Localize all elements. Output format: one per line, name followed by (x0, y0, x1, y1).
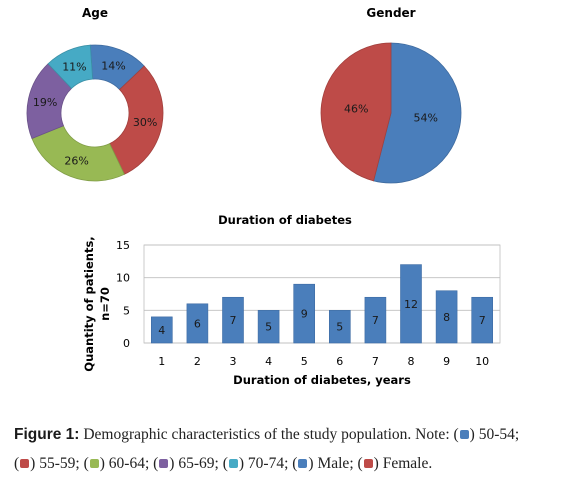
gender-label-male: 54% (413, 111, 437, 124)
bar-value-label-5: 9 (301, 308, 308, 321)
gender-slice-female (320, 42, 392, 182)
caption-legend-item: () Male; (292, 455, 354, 472)
bar-4 (257, 310, 280, 344)
legend-swatch (159, 459, 169, 468)
x-tick-label-3: 3 (230, 355, 237, 368)
caption-legend-item: () 60-64; (83, 455, 150, 472)
bar-9 (435, 290, 458, 344)
caption-legend-item: () 65-69; (153, 455, 219, 472)
gender-label-female: 46% (344, 103, 368, 116)
bar-8 (400, 264, 422, 344)
y-tick-label-5: 5 (123, 304, 130, 317)
bar-7 (364, 296, 387, 344)
age-donut-chart: Age 14% 30% 26% 19% 11% (26, 6, 164, 182)
caption-text: Demographic characteristics of the study… (83, 426, 450, 443)
x-tick-label-9: 9 (443, 355, 450, 368)
bar-3 (222, 296, 244, 344)
legend-text: 65-69; (178, 455, 219, 472)
bar-value-label-2: 6 (194, 317, 201, 330)
legend-text: 55-59; (39, 455, 80, 472)
legend-text: Female. (382, 455, 433, 472)
legend-text: Male; (317, 455, 354, 472)
x-tick-label-5: 5 (301, 355, 308, 368)
legend-swatch (363, 459, 373, 468)
bar-chart-title: Duration of diabetes (218, 213, 352, 227)
legend-text: 70-74; (247, 455, 289, 472)
x-tick-label-10: 10 (475, 355, 489, 368)
age-label-60-64: 26% (64, 155, 88, 168)
gender-title: Gender (366, 6, 415, 20)
x-axis-label: Duration of diabetes, years (233, 373, 411, 387)
bar-value-label-9: 8 (443, 311, 450, 324)
x-tick-label-4: 4 (265, 355, 272, 368)
bar-1 (151, 316, 173, 344)
caption-legend-item: () 50-54; (453, 426, 520, 443)
age-slice-60-64 (31, 125, 125, 182)
x-tick-label-7: 7 (372, 355, 379, 368)
legend-swatch (298, 459, 308, 468)
bar-value-label-7: 7 (372, 314, 379, 327)
gender-donut-chart: Gender 54% 46% (320, 6, 462, 184)
age-label-55-59: 30% (133, 116, 157, 129)
bar-value-label-10: 7 (479, 314, 486, 327)
bar-value-label-4: 5 (265, 321, 272, 334)
legend-swatch (20, 459, 30, 468)
age-slice-55-59 (109, 65, 164, 175)
y-tick-label-10: 10 (116, 272, 130, 285)
bar-5 (293, 283, 316, 344)
age-label-70-74: 11% (62, 60, 86, 73)
legend-text: 60-64; (108, 455, 150, 472)
x-tick-label-6: 6 (336, 355, 343, 368)
legend-swatch (459, 430, 469, 439)
y-axis-label-line-2: n=70 (98, 287, 112, 321)
caption-legend: () 50-54; () 55-59; () 60-64; () 65-69; … (14, 426, 519, 472)
x-tick-label-1: 1 (158, 355, 165, 368)
bar-value-label-3: 7 (230, 314, 237, 327)
y-tick-label-0: 0 (123, 337, 130, 350)
bar-value-label-1: 4 (158, 324, 165, 337)
y-tick-label-15: 15 (116, 239, 130, 252)
bar-6 (328, 310, 351, 344)
legend-swatch (228, 459, 238, 468)
bar-value-label-6: 5 (336, 321, 343, 334)
x-tick-label-2: 2 (194, 355, 201, 368)
age-slice-70-74 (47, 44, 94, 89)
caption-label: Figure 1: (14, 426, 80, 443)
x-tick-label-8: 8 (408, 355, 415, 368)
y-axis-label-line-1: Quantity of patients, (82, 236, 96, 371)
figure-caption: Figure 1: Demographic characteristics of… (14, 420, 570, 478)
caption-legend-item: () 70-74; (222, 455, 289, 472)
bar-2 (186, 303, 209, 344)
age-label-65-69: 19% (33, 96, 57, 109)
duration-bar-chart: Duration of diabetes 0 5 10 15 4 1 6 2 7 3 5 4 9 5 5 6 7 7… (82, 213, 501, 387)
bar-value-label-8: 12 (404, 298, 418, 311)
legend-swatch (89, 459, 99, 468)
bar-10 (471, 296, 494, 344)
caption-legend-item: () 55-59; (14, 455, 80, 472)
age-label-50-54: 14% (101, 59, 125, 72)
caption-legend-item: () Female. (357, 455, 433, 472)
figure-canvas: Age 14% 30% 26% 19% 11% Gender 54% 46% Duration… (26, 6, 501, 387)
legend-text: 50-54; (478, 426, 520, 443)
age-title: Age (82, 6, 108, 20)
